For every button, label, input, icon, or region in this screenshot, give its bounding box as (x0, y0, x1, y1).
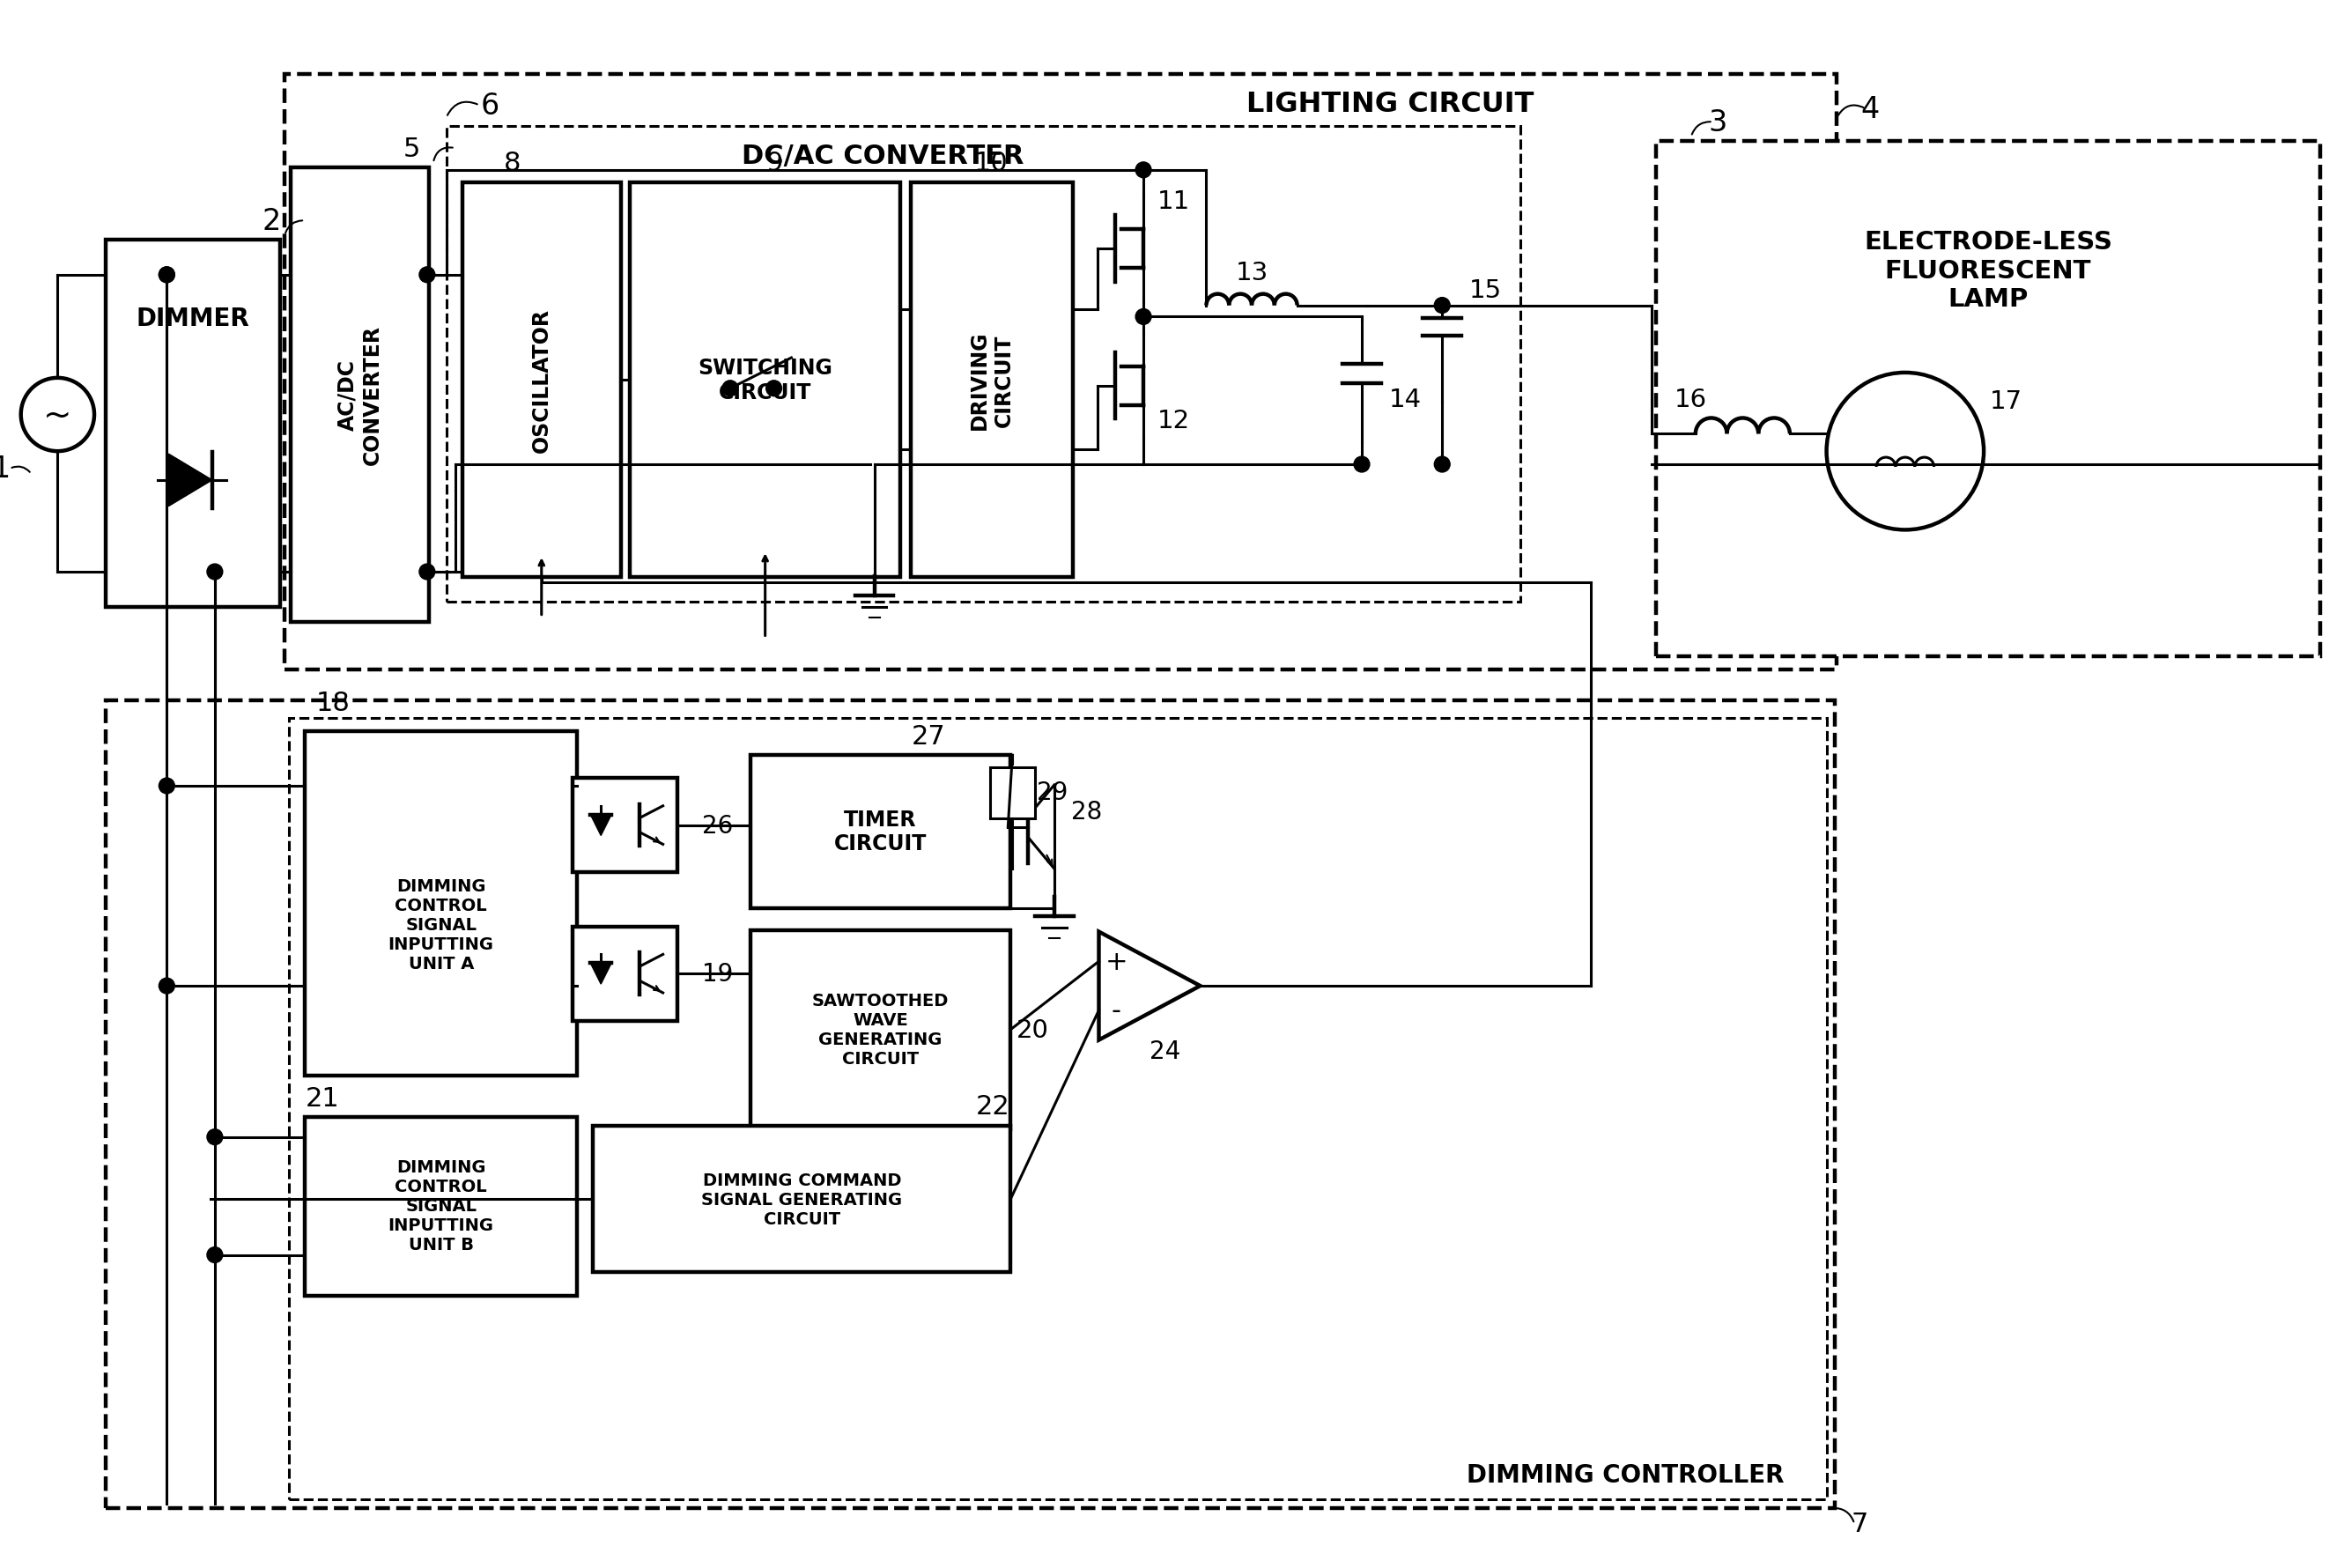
Text: 24: 24 (1150, 1040, 1180, 1065)
Text: DIMMING COMMAND
SIGNAL GENERATING
CIRCUIT: DIMMING COMMAND SIGNAL GENERATING CIRCUI… (701, 1171, 903, 1226)
Text: 22: 22 (976, 1094, 1011, 1120)
Circle shape (418, 268, 435, 284)
Text: DRIVING
CIRCUIT: DRIVING CIRCUIT (969, 331, 1013, 430)
Bar (750, 930, 1011, 1129)
Circle shape (1136, 309, 1152, 325)
Bar (1655, 141, 2320, 657)
Bar (292, 168, 428, 622)
Polygon shape (590, 815, 611, 836)
Text: TIMER
CIRCUIT: TIMER CIRCUIT (835, 809, 926, 855)
Text: 3: 3 (1707, 108, 1726, 136)
Text: 9: 9 (766, 151, 783, 177)
Circle shape (1354, 456, 1371, 472)
Text: 6: 6 (480, 91, 498, 121)
Text: SWITCHING
CIRCUIT: SWITCHING CIRCUIT (698, 358, 832, 403)
Bar (289, 718, 1827, 1499)
Circle shape (418, 564, 435, 580)
Bar (106, 701, 1836, 1508)
Text: 27: 27 (912, 724, 945, 750)
Text: 21: 21 (306, 1085, 339, 1110)
Text: SAWTOOTHED
WAVE
GENERATING
CIRCUIT: SAWTOOTHED WAVE GENERATING CIRCUIT (811, 993, 950, 1068)
Bar (574, 778, 677, 873)
Text: 19: 19 (703, 961, 734, 986)
Bar (306, 731, 578, 1076)
Text: 13: 13 (1234, 260, 1267, 285)
Bar (630, 183, 900, 577)
Text: 14: 14 (1389, 387, 1422, 412)
Polygon shape (590, 963, 611, 985)
Text: -: - (1112, 997, 1121, 1024)
Bar (990, 768, 1034, 818)
Text: 2: 2 (263, 207, 282, 235)
Text: 5: 5 (402, 136, 421, 162)
Text: ELECTRODE-LESS
FLUORESCENT
LAMP: ELECTRODE-LESS FLUORESCENT LAMP (1864, 230, 2111, 312)
Text: DIMMING
CONTROL
SIGNAL
INPUTTING
UNIT A: DIMMING CONTROL SIGNAL INPUTTING UNIT A (388, 878, 494, 972)
Text: 8: 8 (503, 151, 522, 177)
Bar (750, 756, 1011, 908)
Text: 1: 1 (0, 455, 9, 485)
Circle shape (722, 381, 738, 397)
Circle shape (207, 564, 223, 580)
Circle shape (1434, 456, 1451, 472)
Text: 18: 18 (315, 690, 350, 717)
Circle shape (160, 978, 174, 994)
Circle shape (207, 1129, 223, 1145)
Text: 4: 4 (1862, 96, 1878, 124)
Circle shape (21, 378, 94, 452)
Text: OSCILLATOR: OSCILLATOR (531, 307, 552, 453)
Text: DIMMING CONTROLLER: DIMMING CONTROLLER (1467, 1463, 1784, 1488)
Text: 20: 20 (1016, 1018, 1049, 1043)
Bar (463, 183, 621, 577)
Text: 15: 15 (1469, 278, 1502, 303)
Bar (912, 183, 1072, 577)
Bar (284, 75, 1836, 670)
Text: +: + (1105, 949, 1128, 974)
Bar (447, 127, 1521, 602)
Circle shape (160, 778, 174, 793)
Circle shape (766, 381, 783, 397)
Text: 29: 29 (1037, 779, 1067, 804)
Text: ~: ~ (42, 398, 73, 431)
Text: DIMMER: DIMMER (136, 307, 249, 331)
Circle shape (1434, 298, 1451, 314)
Polygon shape (1098, 931, 1199, 1040)
Text: 7: 7 (1850, 1512, 1869, 1537)
Bar (574, 927, 677, 1021)
Circle shape (160, 268, 174, 284)
Text: 16: 16 (1674, 387, 1707, 412)
Text: LIGHTING CIRCUIT: LIGHTING CIRCUIT (1246, 91, 1533, 118)
Text: AC/DC
CONVERTER: AC/DC CONVERTER (336, 325, 383, 466)
Text: 10: 10 (973, 151, 1009, 177)
Text: 11: 11 (1157, 188, 1190, 213)
Polygon shape (169, 455, 212, 506)
Text: DIMMING
CONTROL
SIGNAL
INPUTTING
UNIT B: DIMMING CONTROL SIGNAL INPUTTING UNIT B (388, 1159, 494, 1253)
Text: 12: 12 (1157, 409, 1190, 433)
Text: 26: 26 (703, 814, 734, 837)
Circle shape (160, 268, 174, 284)
Circle shape (1827, 373, 1984, 530)
Text: 28: 28 (1072, 800, 1103, 823)
Bar (106, 240, 280, 607)
Circle shape (207, 1247, 223, 1262)
Text: 17: 17 (1989, 389, 2022, 414)
Bar (592, 1126, 1011, 1273)
Text: DC/AC CONVERTER: DC/AC CONVERTER (743, 144, 1025, 169)
Circle shape (1136, 163, 1152, 179)
Bar (306, 1116, 578, 1297)
